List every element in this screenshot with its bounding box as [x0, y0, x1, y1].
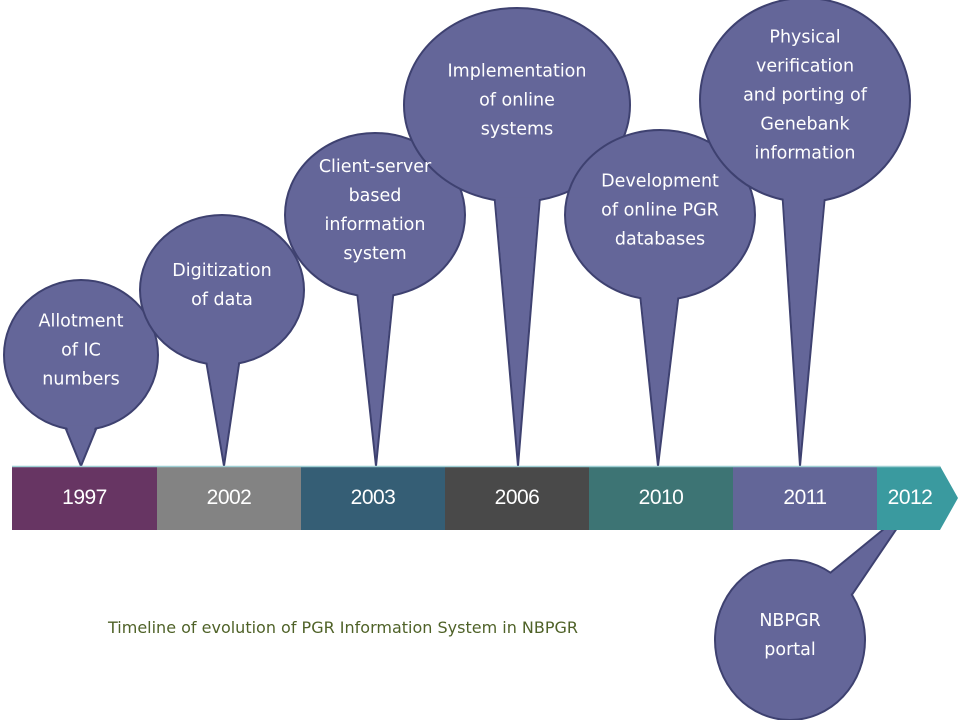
callout-text-line: information: [754, 143, 856, 164]
year-label-2010: 2010: [638, 486, 684, 509]
timeline-arrow-2012: [877, 466, 958, 530]
callout-text-line: of online PGR: [601, 200, 719, 221]
callout-text-line: Client-server: [318, 157, 432, 177]
callout-pointer-join: [783, 196, 824, 448]
callout-text-line: Allotment: [38, 311, 124, 332]
callout-text-2006: Implementation of online systems: [448, 58, 587, 145]
callout-text-line: of online: [479, 90, 555, 111]
callout-bubble-2010: [564, 129, 756, 467]
callout-pointer-join: [495, 197, 540, 448]
callout-text-line: Development: [601, 171, 719, 192]
callout-text-line: NBPGR: [759, 611, 821, 631]
callout-bubble-2003: [284, 132, 466, 467]
callout-text-1997: Allotment of IC numbers: [38, 308, 123, 395]
callout-text-line: system: [343, 244, 407, 264]
timeline-segment-2010: [589, 466, 733, 530]
callout-text-line: systems: [480, 119, 554, 140]
timeline-segment-2003: [301, 466, 445, 530]
callout-text-2002: Digitization of data: [172, 257, 271, 315]
callout-bubble-2006: [403, 7, 631, 467]
callout-text-line: numbers: [42, 369, 120, 390]
diagram-caption: Timeline of evolution of PGR Information…: [108, 618, 579, 637]
year-label-2002: 2002: [206, 486, 252, 509]
timeline-segment-1997: [12, 466, 157, 530]
callout-bubble-2002: [139, 214, 305, 467]
callout-pointer-join: [358, 292, 393, 454]
callout-pointer-join: [207, 360, 239, 458]
callout-text-line: Genebank: [760, 114, 850, 135]
year-label-2003: 2003: [350, 486, 396, 509]
year-label-2012: 2012: [887, 486, 933, 509]
callout-text-line: of data: [191, 290, 253, 310]
callout-ellipse: [714, 559, 866, 720]
timeline-segment-2011: [733, 466, 877, 530]
callout-text-2012: NBPGR portal: [759, 607, 820, 665]
callout-text-2010: Development of online PGR databases: [601, 168, 719, 255]
timeline-segment-2002: [157, 466, 301, 530]
year-label-2011: 2011: [783, 486, 827, 509]
year-label-1997: 1997: [62, 486, 107, 509]
callout-text-line: databases: [614, 229, 706, 250]
callout-pointer-join: [66, 425, 96, 461]
year-label-2006: 2006: [494, 486, 540, 509]
callout-text-line: verification: [755, 56, 855, 77]
callout-text-2011: Physical verification and porting of Geneba…: [743, 24, 867, 169]
callout-text-line: portal: [764, 640, 816, 660]
timeline-segment-2006: [445, 466, 589, 530]
callout-text-2003: Client-server based information system: [319, 153, 431, 269]
callout-text-line: Physical: [769, 27, 841, 48]
callout-pointer-join: [828, 512, 906, 597]
callout-pointer-join: [641, 295, 678, 454]
callout-text-line: information: [324, 215, 426, 235]
callout-text-line: of IC: [61, 340, 101, 361]
callout-text-line: and porting of: [743, 85, 867, 106]
callout-text-line: Digitization: [172, 261, 272, 281]
callout-text-line: Implementation: [447, 61, 587, 82]
callout-bubble-1997: [3, 279, 159, 469]
callout-bubble-2011: [699, 0, 911, 467]
callout-text-line: based: [348, 186, 402, 206]
